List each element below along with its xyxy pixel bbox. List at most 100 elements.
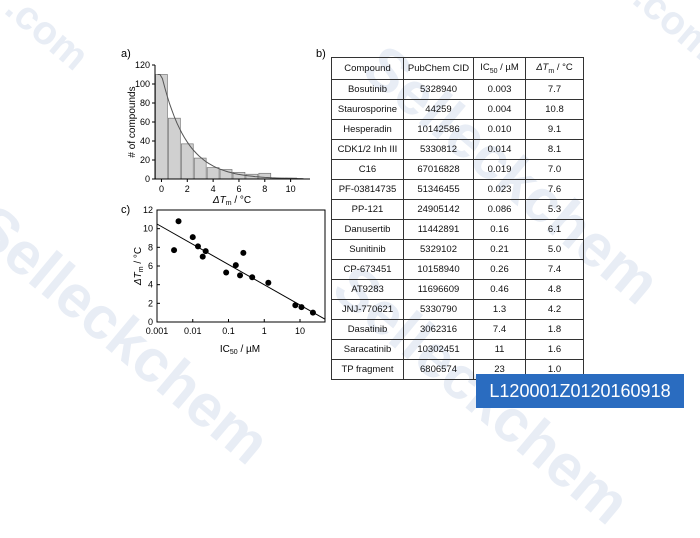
cell-delta-tm: 6.1 — [525, 219, 584, 240]
scatter-y-tick-label: 4 — [148, 280, 153, 290]
scatter-point — [189, 234, 196, 241]
table-row: CDK1/2 Inh III 5330812 0.014 8.1 — [331, 139, 584, 160]
scatter-x-label-unit: / µM — [238, 344, 260, 355]
cell-compound: PP-121 — [331, 199, 404, 220]
cell-ic50: 0.023 — [473, 179, 526, 200]
header-delta-tm: ΔTm / °C — [525, 57, 584, 80]
scatter-y-ticks: 0 2 4 6 8 10 12 — [143, 205, 160, 327]
table-row: AT9283 11696609 0.46 4.8 — [331, 279, 584, 300]
header-ic50: IC50 / µM — [473, 57, 526, 80]
scatter-point — [202, 248, 209, 255]
table-row: JNJ-770621 5330790 1.3 4.2 — [331, 299, 584, 320]
histogram-y-tick-label: 120 — [135, 60, 150, 70]
scatter-y-label-unit: / °C — [133, 247, 144, 267]
table-row: PF-03814735 51346455 0.023 7.6 — [331, 179, 584, 200]
scatter-chart: 0.001 0.01 0.1 1 10 0 2 4 6 8 10 12 ΔTm / °C IC50 … — [133, 205, 326, 356]
cell-pubchem-cid: 5328940 — [403, 79, 474, 100]
histogram-y-axis-label: # of compounds — [127, 86, 138, 157]
cell-compound: C16 — [331, 159, 404, 180]
table-row: Staurosporine 44259 0.004 10.8 — [331, 99, 584, 120]
histogram-chart: 0 2 4 6 8 10 0 20 40 60 80 100 120 # of compounds Δ… — [127, 60, 310, 207]
histogram-bar — [258, 172, 272, 180]
scatter-x-tick-label: 0.001 — [146, 326, 169, 336]
cell-delta-tm: 8.1 — [525, 139, 584, 160]
scatter-point — [292, 302, 299, 309]
cell-ic50: 11 — [473, 339, 526, 360]
scatter-y-label-sub: m — [138, 266, 145, 272]
table-row: Bosutinib 5328940 0.003 7.7 — [331, 79, 584, 100]
cell-compound: CDK1/2 Inh III — [331, 139, 404, 160]
cell-compound: PF-03814735 — [331, 179, 404, 200]
cell-pubchem-cid: 24905142 — [403, 199, 474, 220]
histogram-y-tick-label: 60 — [140, 117, 150, 127]
scatter-y-label-main: ΔT — [133, 271, 144, 286]
histogram-fit-curve — [157, 74, 304, 180]
scatter-x-label-sub: 50 — [230, 349, 238, 356]
cell-pubchem-cid: 10142586 — [403, 119, 474, 140]
cell-delta-tm: 10.8 — [525, 99, 584, 120]
cell-compound: CP-673451 — [331, 259, 404, 280]
scatter-point — [232, 262, 239, 269]
scatter-x-tick-label: 0.1 — [222, 326, 235, 336]
cell-delta-tm: 7.0 — [525, 159, 584, 180]
scatter-point — [194, 243, 201, 250]
scatter-point — [237, 272, 244, 279]
histogram-y-tick-label: 80 — [140, 98, 150, 108]
table-row: Saracatinib 10302451 11 1.6 — [331, 339, 584, 360]
table-row: PP-121 24905142 0.086 5.3 — [331, 199, 584, 220]
histogram-x-tick-label: 10 — [286, 184, 296, 194]
cell-ic50: 7.4 — [473, 319, 526, 340]
cell-pubchem-cid: 11696609 — [403, 279, 474, 300]
cell-compound: Staurosporine — [331, 99, 404, 120]
histogram-x-label-main: ΔT — [212, 195, 227, 206]
cell-ic50: 1.3 — [473, 299, 526, 320]
cell-pubchem-cid: 3062316 — [403, 319, 474, 340]
cell-delta-tm: 5.3 — [525, 199, 584, 220]
scatter-point — [175, 218, 182, 225]
table-row: Dasatinib 3062316 7.4 1.8 — [331, 319, 584, 340]
histogram-bars — [155, 74, 297, 180]
scatter-y-tick-label: 12 — [143, 205, 153, 215]
histogram-x-ticks: 0 2 4 6 8 10 — [159, 179, 296, 194]
scatter-y-tick-label: 10 — [143, 224, 153, 234]
scatter-point — [265, 279, 272, 286]
scatter-points — [171, 218, 316, 316]
cell-compound: JNJ-770621 — [331, 299, 404, 320]
cell-compound: Hesperadin — [331, 119, 404, 140]
cell-delta-tm: 5.0 — [525, 239, 584, 260]
histogram-x-label-unit: / °C — [232, 195, 252, 206]
cell-pubchem-cid: 5330790 — [403, 299, 474, 320]
histogram-x-tick-label: 8 — [262, 184, 267, 194]
table-row: C16 67016828 0.019 7.0 — [331, 159, 584, 180]
cell-compound: Sunitinib — [331, 239, 404, 260]
panel-a-label: a) — [121, 48, 131, 60]
cell-pubchem-cid: 5330812 — [403, 139, 474, 160]
table-row: Sunitinib 5329102 0.21 5.0 — [331, 239, 584, 260]
scatter-x-tick-label: 0.01 — [184, 326, 202, 336]
histogram-y-tick-label: 40 — [140, 136, 150, 146]
cell-pubchem-cid: 5329102 — [403, 239, 474, 260]
panel-c-label: c) — [121, 204, 130, 216]
scatter-y-tick-label: 8 — [148, 242, 153, 252]
cell-compound: TP fragment — [331, 359, 404, 380]
scatter-x-tick-label: 10 — [295, 326, 305, 336]
histogram-y-tick-label: 0 — [145, 174, 150, 184]
cell-ic50: 0.019 — [473, 159, 526, 180]
cell-ic50: 0.086 — [473, 199, 526, 220]
cell-delta-tm: 1.6 — [525, 339, 584, 360]
table-row: Danusertib 11442891 0.16 6.1 — [331, 219, 584, 240]
cell-pubchem-cid: 10158940 — [403, 259, 474, 280]
histogram-bar — [193, 157, 207, 180]
cell-compound: Bosutinib — [331, 79, 404, 100]
table-row: CP-673451 10158940 0.26 7.4 — [331, 259, 584, 280]
cell-ic50: 0.010 — [473, 119, 526, 140]
cell-pubchem-cid: 10302451 — [403, 339, 474, 360]
histogram-x-tick-label: 6 — [236, 184, 241, 194]
scatter-point — [298, 304, 305, 311]
table-row: Hesperadin 10142586 0.010 9.1 — [331, 119, 584, 140]
histogram-bar — [206, 167, 220, 180]
cell-ic50: 0.014 — [473, 139, 526, 160]
scatter-point — [240, 249, 247, 256]
cell-ic50: 0.21 — [473, 239, 526, 260]
table-header-row: Compound PubChem CID IC50 / µM ΔTm / °C — [331, 57, 584, 80]
